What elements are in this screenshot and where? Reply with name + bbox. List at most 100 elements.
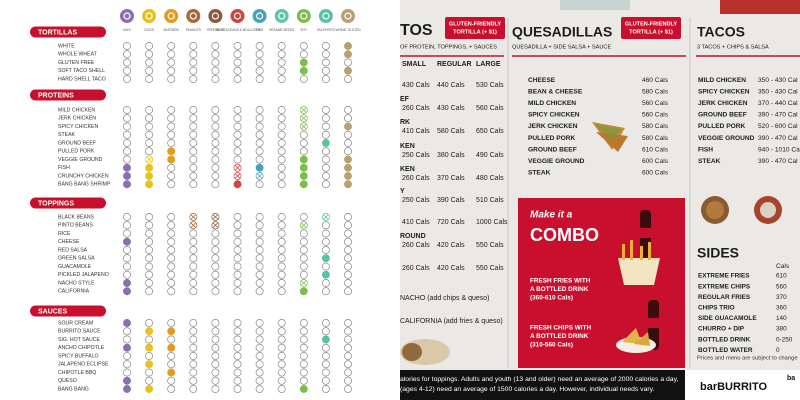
allergen-dot: [123, 75, 131, 83]
allergen-dot: [344, 352, 352, 360]
allergen-dot: [167, 335, 176, 344]
footer-text: alories for toppings. Adults and youth (…: [400, 376, 678, 383]
section-title: SAUCES: [38, 308, 68, 315]
may-contain-cross: [234, 165, 241, 171]
combo-option: A BOTTLED DRINK: [530, 286, 589, 293]
allergen-dot: [233, 254, 242, 263]
allergen-dot: [145, 221, 154, 230]
item-name: RK: [400, 119, 410, 126]
allergen-dot: [255, 50, 264, 59]
allergen-icon-mark: [256, 12, 264, 20]
allergen-dot: [145, 270, 154, 279]
allergen-dot: [167, 352, 176, 360]
photo-strip: [720, 0, 800, 14]
allergen-dot: [145, 327, 154, 336]
allergen-dot: [233, 106, 242, 114]
allergen-dot: [145, 122, 154, 131]
calories: 140: [776, 315, 787, 322]
item-name: KEN: [400, 143, 415, 150]
allergen-dot: [344, 180, 352, 189]
allergen-dot: [145, 262, 154, 271]
allergen-dot: [123, 262, 131, 271]
allergen-label: PEANUTS: [186, 28, 201, 32]
combo-option: FRESH CHIPS WITH: [530, 325, 591, 332]
allergen-dot: [211, 368, 220, 377]
extra-item: CALIFORNIA (add fries & queso): [400, 318, 503, 325]
allergen-dot: [211, 180, 220, 189]
footer-bar: [400, 370, 685, 400]
allergen-dot: [233, 114, 242, 123]
allergen-dot: [255, 360, 264, 369]
allergen-dot: [277, 368, 286, 377]
allergen-dot: [299, 66, 308, 75]
allergen-dot: [189, 385, 198, 393]
allergen-dot: [145, 114, 154, 123]
allergen-icon-mark: [233, 12, 242, 20]
allergen-dot: [123, 58, 131, 67]
item-name: BLACK BEANS: [58, 214, 95, 220]
allergen-dot: [211, 229, 220, 238]
calories: 530 Cals: [476, 82, 504, 89]
allergen-dot: [321, 279, 330, 287]
allergen-dot: [189, 163, 198, 172]
allergen-dot: [344, 376, 352, 385]
may-contain-cross: [323, 214, 329, 220]
calories: 390 Cals: [437, 197, 465, 204]
allergen-dot: [145, 147, 154, 156]
allergen-dot: [299, 360, 308, 369]
badge-text: GLUTEN-FRIENDLY: [449, 21, 502, 27]
item-name: VEGGIE GROUND: [58, 157, 103, 163]
allergen-dot: [123, 254, 131, 263]
allergen-dot: [255, 122, 264, 131]
allergen-dot: [344, 139, 352, 147]
allergen-dot: [255, 279, 264, 287]
may-contain-cross: [212, 222, 219, 228]
allergen-dot: [123, 221, 131, 230]
allergen-dot: [255, 246, 264, 254]
allergen-dot: [277, 376, 286, 385]
allergen-dot: [255, 106, 264, 114]
allergen-dot: [255, 287, 264, 296]
allergen-dot: [123, 139, 131, 147]
allergen-dot: [344, 327, 352, 336]
allergen-dot: [277, 180, 286, 189]
allergen-dot: [167, 172, 176, 180]
allergen-dot: [167, 319, 176, 327]
calories: 420 Cals: [437, 265, 465, 272]
allergen-icon-mark: [145, 12, 153, 20]
allergen-dot: [344, 114, 352, 123]
allergen-dot: [145, 163, 154, 172]
calories: 350 - 430 Cal: [758, 88, 798, 95]
calories: 1000 Cals: [476, 219, 508, 226]
may-contain-cross: [234, 173, 241, 179]
item-name: FISH: [698, 146, 713, 153]
allergen-dot: [145, 319, 154, 327]
allergen-dot: [189, 130, 198, 139]
item-name: GREEN SALSA: [58, 256, 95, 262]
extra-item: NACHO (add chips & queso): [400, 295, 489, 302]
allergen-dot: [321, 246, 330, 254]
allergen-dot: [145, 66, 154, 75]
calories: 260 Cals: [402, 265, 430, 272]
item-name: RICE: [58, 231, 71, 237]
allergen-dot: [211, 352, 220, 360]
brand: ba: [787, 375, 795, 382]
allergen-dot: [167, 106, 176, 114]
allergen-dot: [277, 279, 286, 287]
allergen-dot: [344, 335, 352, 344]
subtitle: QUESADILLA + SIDE SALSA + SAUCE: [512, 44, 611, 50]
badge: [445, 17, 505, 39]
calories: 370 Cals: [437, 175, 465, 182]
quesadilla-photo: [592, 122, 628, 152]
calories: 580 Cals: [642, 123, 669, 130]
may-contain-cross: [301, 107, 307, 113]
allergen-label: MUSTARD: [163, 28, 179, 32]
calories: 550 Cals: [476, 265, 504, 272]
item-name: MILD CHICKEN: [698, 77, 746, 84]
allergen-dot: [189, 335, 198, 344]
subtitle: OF PROTEIN, TOPPINGS, + SAUCES: [400, 44, 497, 50]
allergen-dot: [189, 287, 198, 296]
calories: 650 Cals: [476, 128, 504, 135]
allergen-label: TREE NUTS: [206, 28, 224, 32]
item-name: WHOLE WHEAT: [58, 52, 98, 58]
